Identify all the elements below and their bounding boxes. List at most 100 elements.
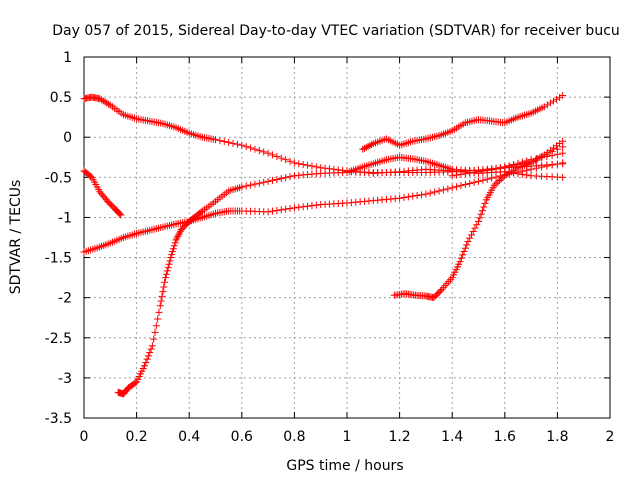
x-tick-label: 1: [343, 429, 352, 445]
data-point: [131, 379, 139, 387]
x-tick-label: 1.6: [494, 429, 516, 445]
data-point: [559, 160, 567, 168]
y-tick-label: -3.5: [45, 411, 72, 427]
data-point: [96, 95, 104, 103]
data-point: [151, 328, 159, 336]
data-point: [247, 144, 255, 152]
data-point: [501, 164, 509, 172]
y-tick-label: -2.5: [45, 331, 72, 347]
data-point: [251, 180, 259, 188]
x-tick-label: 2: [606, 429, 615, 445]
y-tick-labels: 1 0.5 0 -0.5 -1 -1.5 -2 -2.5 -3 -3.5: [45, 50, 72, 427]
data-point: [174, 232, 182, 240]
data-point: [216, 137, 224, 145]
data-point: [518, 159, 526, 167]
data-point: [559, 149, 567, 157]
data-point: [559, 143, 567, 151]
data-point: [146, 348, 154, 356]
data-point: [312, 201, 320, 209]
data-point: [359, 145, 367, 153]
data-point: [99, 97, 107, 105]
data-point: [264, 177, 272, 185]
data-point: [475, 168, 482, 176]
data-point: [242, 143, 250, 151]
data-point: [466, 234, 474, 242]
data-point: [483, 175, 491, 183]
data-point: [444, 185, 452, 193]
data-point: [448, 184, 456, 192]
x-tick-label: 0.4: [178, 429, 200, 445]
data-point: [467, 231, 475, 239]
data-point: [404, 193, 412, 201]
data-point: [170, 242, 178, 250]
data-point: [147, 345, 155, 353]
y-tick-label: 1: [63, 50, 72, 66]
data-point: [492, 180, 500, 188]
data-point: [471, 224, 479, 232]
data-point: [466, 179, 474, 187]
data-point: [162, 274, 170, 282]
data-point: [171, 239, 179, 247]
data-point: [459, 251, 467, 259]
data-point: [155, 308, 163, 316]
data-point: [514, 160, 522, 168]
data-point: [494, 178, 502, 186]
data-point: [268, 176, 276, 184]
data-point: [295, 160, 303, 168]
data-point: [233, 140, 241, 148]
data-point: [238, 183, 246, 191]
data-point: [286, 173, 294, 181]
data-point: [466, 169, 474, 177]
y-tick-label: -2: [58, 291, 72, 307]
series-sat-c: [80, 159, 567, 256]
data-point: [290, 204, 298, 212]
data-point: [299, 160, 307, 168]
data-point: [492, 173, 500, 181]
data-point: [225, 138, 233, 146]
data-point: [143, 355, 151, 363]
data-point: [268, 151, 276, 159]
data-point: [282, 205, 290, 213]
data-point: [396, 194, 404, 202]
series-sat-h: [448, 143, 567, 180]
axis-ticks: [83, 56, 611, 419]
data-point: [116, 210, 124, 218]
data-point: [481, 199, 489, 207]
data-point: [229, 139, 237, 147]
data-point: [549, 97, 557, 105]
data-point: [496, 177, 504, 185]
data-point: [470, 168, 478, 176]
data-point: [460, 248, 468, 256]
data-point: [463, 241, 471, 249]
data-point: [532, 155, 540, 163]
data-point: [361, 144, 369, 152]
data-point: [166, 257, 174, 265]
data-point: [457, 182, 465, 190]
data-point: [553, 145, 561, 153]
data-point: [295, 203, 303, 211]
data-point: [426, 189, 434, 197]
data-point: [496, 164, 504, 172]
data-point: [255, 179, 263, 187]
y-tick-label: 0.5: [50, 90, 72, 106]
y-tick-label: 0: [63, 130, 72, 146]
data-point: [247, 181, 255, 189]
data-point: [448, 172, 456, 180]
data-point: [273, 175, 281, 183]
data-point: [140, 362, 148, 370]
data-point: [144, 352, 152, 360]
data-point: [220, 138, 228, 146]
data-point: [543, 150, 551, 158]
data-point: [163, 267, 171, 275]
data-point: [473, 221, 481, 229]
data-point: [439, 186, 447, 194]
data-point: [364, 142, 372, 150]
data-point: [168, 251, 176, 259]
data-point: [273, 206, 281, 214]
data-point: [422, 190, 430, 198]
data-point: [156, 302, 164, 310]
data-point: [101, 98, 109, 106]
y-tick-label: -1.5: [45, 251, 72, 267]
data-point: [103, 99, 111, 107]
